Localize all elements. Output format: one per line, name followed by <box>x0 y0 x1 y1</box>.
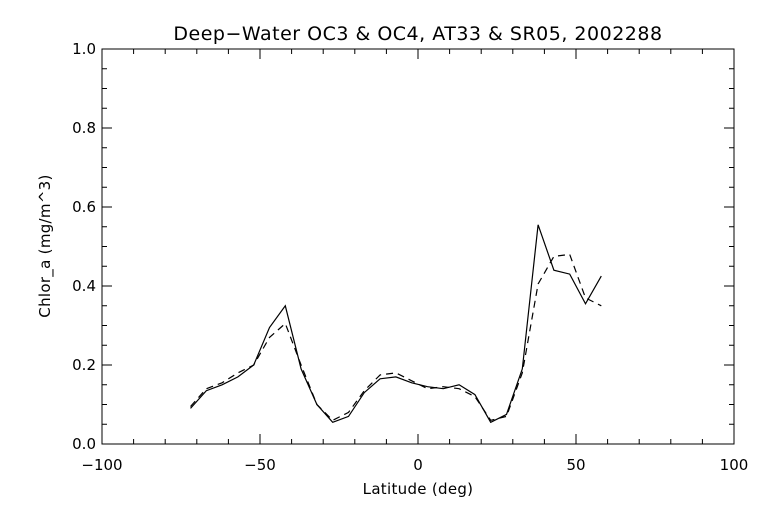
axis-ticks <box>101 48 735 445</box>
series-line-1-solid <box>190 224 602 424</box>
x-axis-label: Latitude (deg) <box>363 480 474 498</box>
y-tick-label: 0.2 <box>72 356 96 374</box>
x-tick-label: −100 <box>81 456 122 474</box>
x-tick-label: 100 <box>720 456 749 474</box>
y-tick-label: 0.6 <box>72 198 96 216</box>
x-tick-labels: −100 −50 0 50 100 <box>81 456 748 474</box>
y-tick-label: 0.8 <box>72 119 96 137</box>
y-tick-label: 1.0 <box>72 40 96 58</box>
x-tick-label: −50 <box>244 456 276 474</box>
series-line-2-dashed <box>190 253 602 422</box>
x-tick-label: 50 <box>566 456 585 474</box>
y-tick-label: 0.4 <box>72 277 96 295</box>
y-axis-label: Chlor_a (mg/m^3) <box>36 174 55 317</box>
y-tick-label: 0.0 <box>72 435 96 453</box>
x-tick-label: 0 <box>413 456 423 474</box>
chart-title: Deep−Water OC3 & OC4, AT33 & SR05, 20022… <box>173 23 662 45</box>
y-tick-labels: 0.0 0.2 0.4 0.6 0.8 1.0 <box>72 40 96 453</box>
data-series <box>190 224 602 424</box>
